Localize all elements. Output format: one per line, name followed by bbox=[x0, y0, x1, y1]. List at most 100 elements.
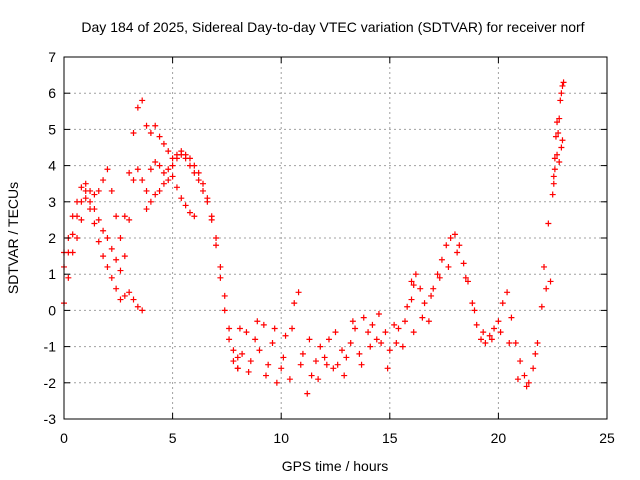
data-point bbox=[384, 365, 391, 372]
data-point bbox=[369, 321, 376, 328]
series bbox=[234, 289, 415, 397]
series bbox=[408, 231, 554, 386]
data-point bbox=[239, 350, 246, 357]
data-point bbox=[478, 336, 485, 343]
data-point bbox=[541, 263, 548, 270]
data-point bbox=[408, 296, 415, 303]
data-point bbox=[462, 274, 469, 281]
data-point bbox=[373, 336, 380, 343]
data-point bbox=[549, 191, 556, 198]
data-point bbox=[104, 166, 111, 173]
data-point bbox=[554, 151, 561, 158]
series bbox=[61, 173, 198, 314]
data-point bbox=[87, 198, 94, 205]
data-point bbox=[378, 339, 385, 346]
data-point bbox=[104, 235, 111, 241]
data-point bbox=[236, 325, 243, 332]
data-point bbox=[375, 311, 382, 318]
data-point bbox=[417, 285, 424, 292]
data-point bbox=[358, 361, 365, 368]
data-point bbox=[543, 285, 550, 292]
data-point bbox=[538, 303, 545, 310]
data-point bbox=[271, 325, 278, 332]
data-point bbox=[402, 318, 409, 325]
data-point bbox=[514, 376, 521, 383]
data-point bbox=[191, 213, 198, 220]
data-point bbox=[186, 155, 193, 162]
data-point bbox=[130, 296, 137, 303]
data-point bbox=[108, 187, 115, 194]
data-point bbox=[506, 339, 513, 346]
data-point bbox=[334, 361, 341, 368]
data-point bbox=[234, 354, 241, 361]
y-tick-label: 3 bbox=[48, 194, 56, 210]
data-point bbox=[226, 336, 233, 343]
data-point bbox=[82, 195, 89, 202]
data-point bbox=[504, 289, 511, 296]
data-point bbox=[532, 350, 539, 357]
y-tick-label: 2 bbox=[48, 230, 56, 246]
data-point bbox=[349, 318, 356, 325]
data-point bbox=[280, 354, 287, 361]
data-point bbox=[356, 350, 363, 357]
data-point bbox=[278, 365, 285, 372]
x-tick-label: 15 bbox=[382, 430, 398, 446]
data-point bbox=[521, 372, 528, 379]
data-point bbox=[341, 372, 348, 379]
data-point bbox=[559, 82, 566, 89]
data-point bbox=[134, 303, 141, 310]
data-point bbox=[74, 198, 81, 205]
data-point bbox=[410, 282, 417, 289]
data-point bbox=[260, 321, 267, 328]
data-point bbox=[200, 187, 207, 194]
data-point bbox=[104, 263, 111, 270]
data-point bbox=[221, 307, 228, 314]
data-point bbox=[165, 166, 172, 173]
data-point bbox=[226, 325, 233, 332]
data-point bbox=[245, 368, 252, 375]
data-point bbox=[165, 148, 172, 155]
data-point bbox=[332, 329, 339, 336]
data-point bbox=[554, 119, 561, 126]
data-point bbox=[339, 347, 346, 354]
data-point bbox=[391, 321, 398, 328]
data-point bbox=[395, 325, 402, 332]
data-point bbox=[191, 162, 198, 169]
x-axis-label: GPS time / hours bbox=[282, 458, 389, 474]
data-point bbox=[91, 206, 98, 213]
data-point bbox=[100, 227, 107, 234]
data-point bbox=[221, 292, 228, 299]
y-tick-label: 6 bbox=[48, 85, 56, 101]
data-point bbox=[560, 79, 567, 86]
data-point bbox=[460, 260, 467, 267]
data-point bbox=[195, 169, 202, 176]
x-tick-label: 5 bbox=[169, 430, 177, 446]
x-tick-label: 10 bbox=[273, 430, 289, 446]
data-point bbox=[447, 235, 454, 241]
data-point bbox=[343, 354, 350, 361]
data-point bbox=[156, 133, 163, 140]
data-point bbox=[469, 300, 476, 307]
data-point bbox=[156, 187, 163, 194]
y-tick-label: 5 bbox=[48, 121, 56, 137]
data-point bbox=[247, 358, 254, 365]
y-tick-label: -2 bbox=[44, 375, 57, 391]
data-point bbox=[282, 332, 289, 339]
data-point bbox=[147, 166, 154, 173]
data-point bbox=[147, 130, 154, 137]
data-point bbox=[367, 343, 374, 350]
series bbox=[61, 97, 241, 361]
x-tick-label: 20 bbox=[491, 430, 507, 446]
data-point bbox=[152, 158, 159, 165]
data-point bbox=[208, 213, 215, 220]
data-point bbox=[213, 242, 220, 249]
data-point bbox=[265, 361, 272, 368]
data-point bbox=[291, 300, 298, 307]
grid bbox=[64, 57, 607, 419]
data-point bbox=[234, 365, 241, 372]
data-point bbox=[121, 292, 128, 299]
data-point bbox=[499, 300, 506, 307]
data-point bbox=[365, 329, 372, 336]
data-point bbox=[289, 325, 296, 332]
series bbox=[61, 151, 241, 372]
